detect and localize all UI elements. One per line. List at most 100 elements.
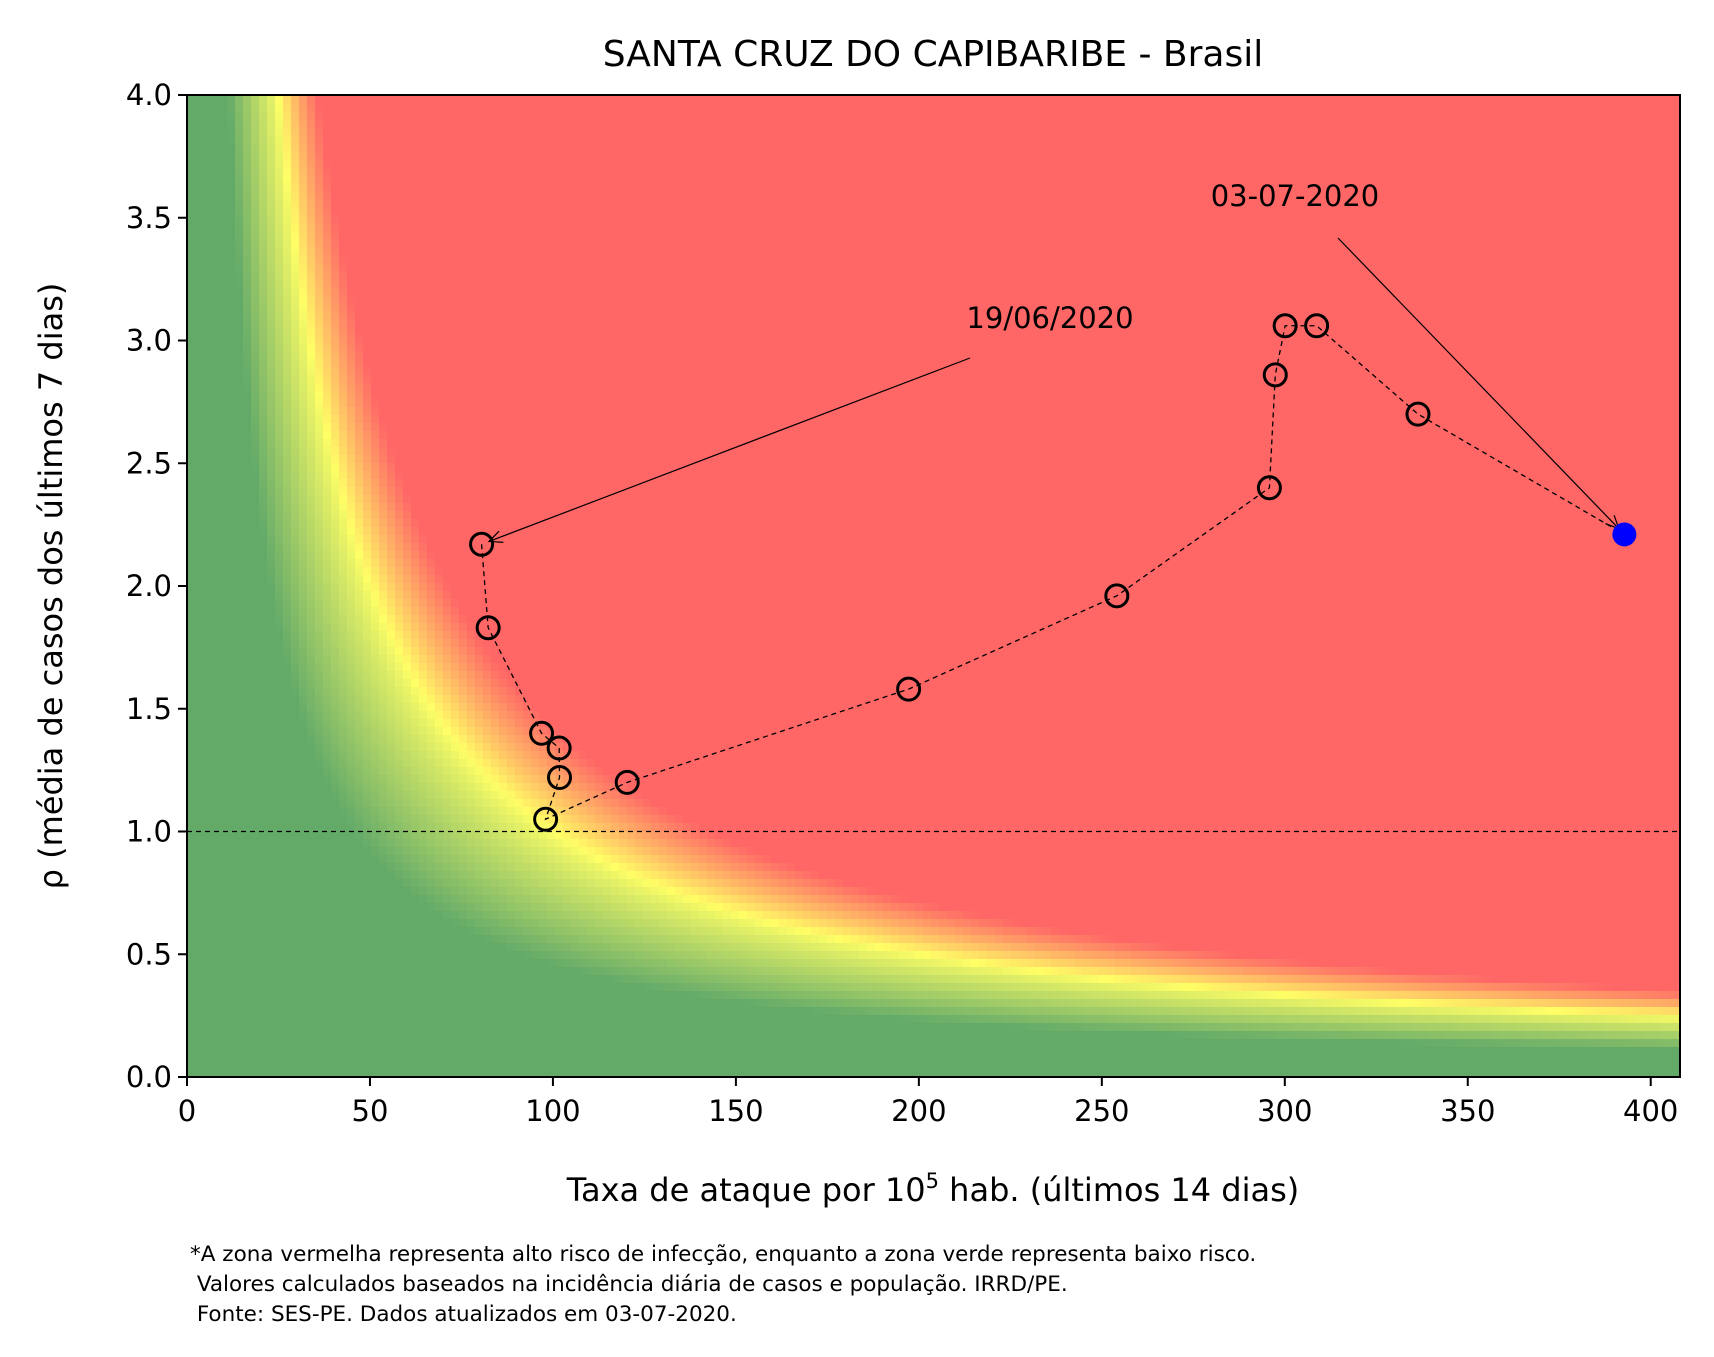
heatmap-cell: [299, 263, 308, 272]
heatmap-cell: [291, 247, 300, 256]
heatmap-cell: [939, 175, 948, 184]
heatmap-cell: [587, 271, 596, 280]
heatmap-cell: [1131, 191, 1140, 200]
heatmap-cell: [363, 175, 372, 184]
heatmap-cell: [1115, 215, 1124, 224]
heatmap-cell: [547, 103, 556, 112]
heatmap-cell: [1411, 231, 1420, 240]
heatmap-cell: [251, 135, 260, 144]
heatmap-cell: [1571, 199, 1580, 208]
heatmap-cell: [803, 223, 812, 232]
heatmap-cell: [1139, 119, 1148, 128]
heatmap-cell: [515, 295, 524, 304]
heatmap-cell: [1323, 111, 1332, 120]
heatmap-cell: [1635, 167, 1644, 176]
heatmap-cell: [315, 103, 324, 112]
heatmap-cell: [395, 231, 404, 240]
heatmap-cell: [371, 95, 380, 104]
heatmap-cell: [1051, 119, 1060, 128]
heatmap-cell: [1243, 151, 1252, 160]
heatmap-cell: [491, 239, 500, 248]
heatmap-cell: [1307, 103, 1316, 112]
heatmap-cell: [435, 95, 444, 104]
heatmap-cell: [1555, 255, 1564, 264]
heatmap-cell: [603, 119, 612, 128]
heatmap-cell: [347, 295, 356, 304]
heatmap-cell: [531, 303, 540, 312]
heatmap-cell: [1403, 191, 1412, 200]
heatmap-cell: [763, 119, 772, 128]
heatmap-cell: [435, 183, 444, 192]
heatmap-cell: [523, 255, 532, 264]
heatmap-cell: [371, 239, 380, 248]
heatmap-cell: [923, 231, 932, 240]
heatmap-cell: [1491, 119, 1500, 128]
heatmap-cell: [507, 263, 516, 272]
heatmap-cell: [291, 95, 300, 104]
heatmap-cell: [483, 175, 492, 184]
heatmap-cell: [451, 295, 460, 304]
heatmap-cell: [1155, 207, 1164, 216]
heatmap-cell: [539, 175, 548, 184]
heatmap-cell: [683, 183, 692, 192]
heatmap-cell: [419, 303, 428, 312]
heatmap-cell: [1211, 135, 1220, 144]
heatmap-cell: [243, 167, 252, 176]
heatmap-cell: [219, 159, 228, 168]
heatmap-cell: [1507, 271, 1516, 280]
heatmap-cell: [491, 271, 500, 280]
heatmap-cell: [1659, 135, 1668, 144]
heatmap-cell: [1123, 207, 1132, 216]
heatmap-cell: [899, 127, 908, 136]
heatmap-cell: [1379, 175, 1388, 184]
heatmap-cell: [1083, 135, 1092, 144]
heatmap-cell: [867, 127, 876, 136]
heatmap-cell: [603, 175, 612, 184]
heatmap-cell: [1003, 119, 1012, 128]
heatmap-cell: [1627, 263, 1636, 272]
heatmap-cell: [1459, 103, 1468, 112]
heatmap-cell: [1379, 255, 1388, 264]
heatmap-cell: [291, 103, 300, 112]
heatmap-cell: [627, 207, 636, 216]
heatmap-cell: [827, 279, 836, 288]
heatmap-cell: [523, 127, 532, 136]
heatmap-cell: [203, 295, 212, 304]
heatmap-cell: [1467, 151, 1476, 160]
heatmap-cell: [699, 143, 708, 152]
heatmap-cell: [723, 279, 732, 288]
heatmap-cell: [363, 223, 372, 232]
heatmap-cell: [923, 215, 932, 224]
heatmap-cell: [291, 183, 300, 192]
heatmap-cell: [899, 287, 908, 296]
heatmap-cell: [1323, 279, 1332, 288]
heatmap-cell: [1363, 151, 1372, 160]
heatmap-cell: [1099, 231, 1108, 240]
heatmap-cell: [883, 127, 892, 136]
heatmap-cell: [387, 159, 396, 168]
heatmap-cell: [739, 111, 748, 120]
heatmap-cell: [1235, 263, 1244, 272]
heatmap-cell: [571, 287, 580, 296]
heatmap-cell: [1315, 151, 1324, 160]
heatmap-cell: [587, 239, 596, 248]
heatmap-cell: [315, 287, 324, 296]
heatmap-cell: [1507, 223, 1516, 232]
heatmap-cell: [1243, 255, 1252, 264]
heatmap-cell: [1611, 215, 1620, 224]
heatmap-cell: [347, 167, 356, 176]
heatmap-cell: [1243, 159, 1252, 168]
heatmap-cell: [755, 199, 764, 208]
heatmap-cell: [1483, 151, 1492, 160]
heatmap-cell: [203, 271, 212, 280]
heatmap-cell: [1259, 295, 1268, 304]
heatmap-cell: [1483, 263, 1492, 272]
heatmap-cell: [627, 191, 636, 200]
heatmap-cell: [995, 183, 1004, 192]
heatmap-cell: [811, 207, 820, 216]
heatmap-cell: [619, 111, 628, 120]
heatmap-cell: [435, 223, 444, 232]
heatmap-cell: [1451, 127, 1460, 136]
heatmap-cell: [403, 239, 412, 248]
heatmap-cell: [891, 223, 900, 232]
